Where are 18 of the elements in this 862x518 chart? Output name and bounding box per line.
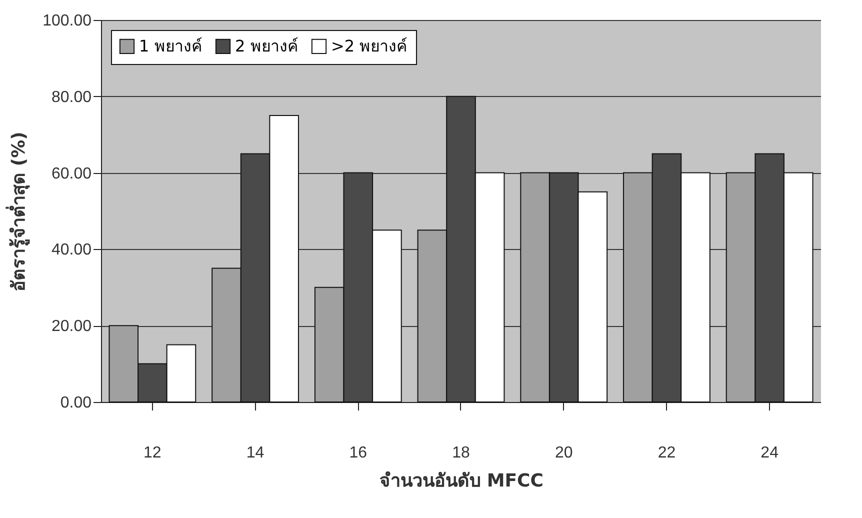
x-tick-label: 16 <box>349 444 368 462</box>
x-tick-label: 12 <box>144 444 162 462</box>
y-tick-label: 60.00 <box>51 165 92 182</box>
x-tick-label: 14 <box>246 444 264 462</box>
y-tick-label: 0.00 <box>60 394 92 412</box>
legend-label: 2 พยางค์ <box>235 36 298 56</box>
x-axis-title: จำนวนอันดับ MFCC <box>380 470 544 492</box>
x-tick-label: 20 <box>554 444 573 462</box>
y-tick-label: 100.00 <box>42 12 92 30</box>
y-tick-label: 80.00 <box>51 88 92 106</box>
y-tick-label: 20.00 <box>51 318 92 336</box>
x-tick-label: 18 <box>452 444 470 462</box>
y-tick-label: 40.00 <box>51 242 92 259</box>
y-axis-title: อัตรารู้จำต่ำสุด (%) <box>6 132 31 292</box>
legend-label: 1 พยางค์ <box>139 36 202 56</box>
legend-label: >2 พยางค์ <box>331 36 408 56</box>
x-tick-label: 24 <box>760 444 779 462</box>
x-tick-label: 22 <box>658 444 676 462</box>
